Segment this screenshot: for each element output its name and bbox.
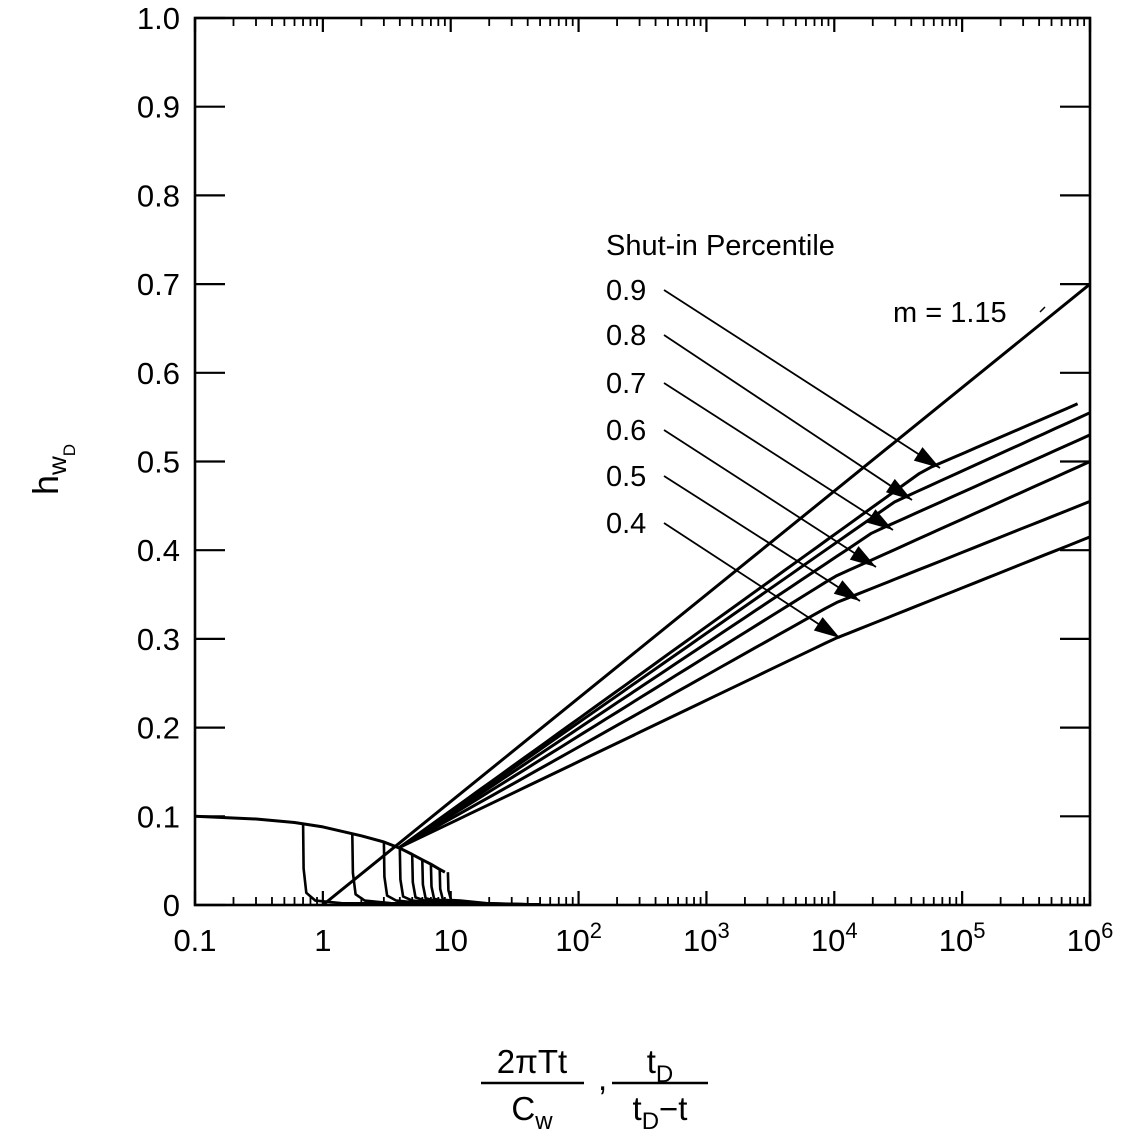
m-line [321,282,1091,907]
percentile-arrow-0.8 [663,334,913,501]
y-axis-label-sub2: D [60,444,79,456]
x-axis-label-numerator-1: 2πTt [497,1043,567,1080]
y-axis-label: hwD [25,444,79,495]
percentile-arrow-0.5 [663,475,861,602]
percentile-arrowhead-0.4 [813,617,840,638]
y-tick-label: 0 [163,888,180,923]
x-axis-label-denominator-1: C [511,1090,535,1127]
annotations: Shut-in Percentile m = 1.15 0.9 0.8 0.7 0.6 0.… [606,230,1046,639]
x-tick-label-base: 1 [314,923,331,958]
percentile-curve-0.9 [398,402,1079,849]
x-tick-label-exponent: 5 [973,918,985,943]
svg-text:hwD: hwD [25,444,79,495]
data-curves [194,282,1091,907]
y-tick-label: 0.1 [137,799,180,834]
percentile-arrow-0.4 [663,522,841,639]
svg-text:tD: tD [647,1043,674,1088]
percentile-label-0.8: 0.8 [606,320,646,352]
percentile-arrow-0.6 [663,429,877,568]
percentile-arrowhead-0.6 [849,546,876,567]
percentile-label-0.6: 0.6 [606,415,646,447]
x-tick-label-exponent: 6 [1101,918,1113,943]
y-tick-label: 0.8 [137,178,180,213]
y-axis-label-main: h [25,475,66,495]
percentile-arrow-0.7 [663,382,894,531]
y-tick-label: 0.2 [137,711,180,746]
percentile-arrowhead-0.9 [913,447,940,468]
percentile-curve-0.5 [399,500,1091,849]
y-tick-label: 0.5 [137,445,180,480]
x-tick-label-base: 10 [1067,923,1101,958]
x-tick-labels: 0.1 1 10 102 103 104 105 106 [173,918,1113,958]
x-axis-label-numerator-2-sub: D [656,1061,673,1088]
x-tick-label: 10 [433,923,467,958]
x-axis-label-denominator-2: t [633,1090,642,1127]
x-tick-label: 0.1 [173,923,216,958]
x-tick-label-base: 10 [433,923,467,958]
x-tick-label-base: 0.1 [173,923,216,958]
x-axis-label-denominator-1-sub: w [534,1108,553,1135]
percentile-label-0.7: 0.7 [606,368,646,400]
y-tick-label: 0.7 [137,267,180,302]
x-axis-label-numerator-2: t [647,1043,656,1080]
y-tick-label: 0.4 [137,533,180,568]
x-tick-label: 106 [1067,918,1114,958]
recovery-curve [398,848,541,906]
x-axis-label-denominator-2-sub: D [642,1108,659,1135]
percentile-arrowhead-0.8 [885,478,912,500]
x-axis-label-denominator-2-rest: −t [659,1090,687,1127]
axis-ticks [193,16,1092,907]
percentile-curve-0.8 [398,411,1091,849]
y-tick-labels: 0 0.1 0.2 0.3 0.4 0.5 0.6 0.7 0.8 0.9 1.0 [137,1,180,923]
x-axis-label: 2πTt Cw , tD tD−t [481,1043,708,1135]
x-tick-label: 103 [683,918,730,958]
x-tick-label-base: 10 [939,923,973,958]
percentile-label-0.5: 0.5 [606,461,646,493]
x-tick-label: 104 [811,918,858,958]
x-tick-label-base: 10 [683,923,717,958]
recovery-curve [351,833,541,906]
percentile-arrowhead-0.7 [866,509,893,530]
x-tick-label-exponent: 3 [718,918,730,943]
svg-text:Cw: Cw [511,1090,553,1135]
recovery-curve [301,823,541,906]
recovery-curve [446,872,541,906]
percentile-label-0.9: 0.9 [606,275,646,307]
x-tick-label-exponent: 2 [590,918,602,943]
m-line-label: m = 1.15 [893,297,1007,329]
percentile-curve-0.7 [398,433,1091,849]
percentile-arrowhead-0.5 [833,580,860,601]
x-tick-label: 1 [314,923,331,958]
svg-text:tD−t: tD−t [633,1090,688,1135]
percentile-curve-0.4 [399,535,1091,849]
legend-title: Shut-in Percentile [606,230,835,262]
percentile-arrow-0.9 [663,289,941,469]
y-tick-label: 0.3 [137,622,180,657]
m-label-leader [1039,306,1046,313]
x-tick-label-base: 10 [555,923,589,958]
y-tick-label: 1.0 [137,1,180,36]
percentile-label-0.4: 0.4 [606,508,646,540]
x-tick-label-exponent: 4 [845,918,857,943]
x-tick-label-base: 10 [811,923,845,958]
y-tick-label: 0.9 [137,90,180,125]
x-tick-label: 102 [555,918,602,958]
percentile-curve-0.6 [399,460,1091,849]
y-tick-label: 0.6 [137,356,180,391]
x-tick-label: 105 [939,918,986,958]
x-axis-label-separator: , [598,1060,607,1097]
y-axis-label-sub1: w [42,456,72,476]
